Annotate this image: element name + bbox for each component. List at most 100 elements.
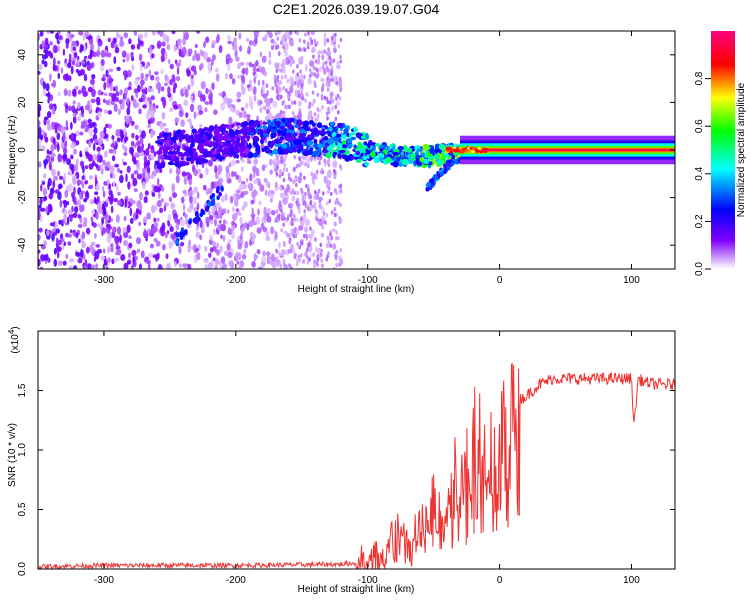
heatmap-cell	[89, 244, 94, 253]
heatmap-cell	[215, 172, 218, 180]
heatmap-cell	[297, 89, 301, 95]
heatmap-cell	[124, 92, 127, 101]
heatmap-cell	[85, 104, 90, 111]
heatmap-cell	[327, 131, 332, 137]
heatmap-cell	[265, 148, 269, 154]
heatmap-cell	[262, 121, 268, 125]
heatmap-cell	[116, 167, 121, 173]
heatmap-cell	[279, 94, 283, 100]
heatmap-cell	[251, 233, 257, 240]
heatmap-cell	[297, 176, 303, 184]
heatmap-cell	[130, 120, 135, 126]
heatmap-cell	[217, 164, 223, 173]
heatmap-cell	[80, 249, 84, 258]
heatmap-cell	[130, 95, 134, 102]
heatmap-cell	[196, 31, 200, 34]
heatmap-cell	[40, 207, 46, 212]
heatmap-cell	[209, 96, 213, 105]
heatmap-cell	[222, 219, 226, 226]
heatmap-cell	[332, 228, 336, 233]
heatmap-cell	[429, 147, 436, 154]
heatmap-cell	[425, 187, 430, 192]
heatmap-cell	[228, 116, 233, 126]
heatmap-cell	[307, 187, 310, 193]
heatmap-cell	[265, 235, 271, 241]
heatmap-cell	[337, 200, 340, 206]
heatmap-cell	[249, 131, 255, 136]
heatmap-cell	[97, 38, 101, 43]
heatmap-cell	[131, 132, 135, 139]
heatmap-cell	[151, 170, 157, 177]
heatmap-cell	[186, 207, 192, 213]
heatmap-cell	[274, 181, 278, 188]
heatmap-cell	[263, 125, 268, 130]
heatmap-cell	[144, 31, 148, 39]
heatmap-cell	[154, 160, 159, 165]
heatmap-cell	[258, 266, 262, 269]
heatmap-cell	[171, 240, 175, 247]
heatmap-cell	[325, 152, 332, 159]
heatmap-cell	[283, 157, 286, 163]
heatmap-cell	[321, 83, 325, 87]
heatmap-cell	[38, 162, 41, 167]
heatmap-cell	[187, 244, 191, 253]
heatmap-cell	[53, 45, 58, 54]
heatmap-cell	[104, 52, 109, 57]
heatmap-cell	[82, 91, 88, 98]
heatmap-cell	[246, 117, 251, 123]
heatmap-cell	[89, 104, 93, 110]
heatmap-cell	[251, 207, 254, 216]
heatmap-cell	[123, 215, 127, 222]
heatmap-cell	[194, 134, 199, 141]
heatmap-cell	[48, 51, 53, 58]
heatmap-cell	[49, 73, 52, 82]
heatmap-cell	[269, 169, 273, 175]
heatmap-cell	[218, 206, 223, 216]
heatmap-cell	[262, 79, 265, 86]
heatmap-cell	[285, 105, 289, 110]
heatmap-cell	[109, 172, 114, 179]
heatmap-cell	[320, 248, 323, 253]
heatmap-cell	[166, 43, 171, 51]
heatmap-cell	[339, 87, 343, 93]
heatmap-cell	[314, 208, 318, 214]
heatmap-cell	[275, 45, 278, 50]
heatmap-cell	[424, 151, 429, 159]
heatmap-cell	[282, 249, 286, 254]
heatmap-cell	[65, 73, 69, 82]
heatmap-cell	[38, 138, 42, 144]
heatmap-cell	[313, 194, 319, 200]
heatmap-cell	[70, 144, 75, 149]
heatmap-cell	[192, 55, 196, 62]
heatmap-cell	[163, 205, 167, 212]
heatmap-cell	[243, 132, 247, 138]
heatmap-cell	[73, 148, 77, 155]
heatmap-cell	[83, 73, 88, 82]
heatmap-cell	[67, 105, 73, 112]
heatmap-cell	[49, 31, 55, 34]
heatmap-cell	[86, 190, 89, 198]
heatmap-cell	[319, 66, 322, 73]
heatmap-cell	[216, 249, 220, 256]
heatmap-cell	[334, 116, 338, 122]
heatmap-cell	[405, 152, 409, 156]
heatmap-cell	[169, 168, 173, 174]
heatmap-cell	[392, 151, 399, 156]
heatmap-cell	[141, 88, 147, 94]
heatmap-cell	[200, 81, 206, 90]
heatmap-cell	[200, 93, 204, 102]
heatmap-cell	[327, 47, 330, 52]
heatmap-cell	[174, 117, 180, 123]
heatmap-cell	[306, 184, 310, 189]
heatmap-cell	[238, 32, 242, 40]
heatmap-cell	[68, 75, 72, 82]
heatmap-cell	[147, 143, 151, 150]
heatmap-cell	[279, 192, 285, 199]
heatmap-cell	[115, 129, 121, 137]
heatmap-cell	[216, 147, 223, 153]
heatmap-cell	[107, 110, 113, 115]
heatmap-cell	[280, 228, 283, 233]
heatmap-cell	[60, 67, 64, 74]
heatmap-cell	[304, 226, 308, 233]
heatmap-cell	[379, 156, 384, 161]
